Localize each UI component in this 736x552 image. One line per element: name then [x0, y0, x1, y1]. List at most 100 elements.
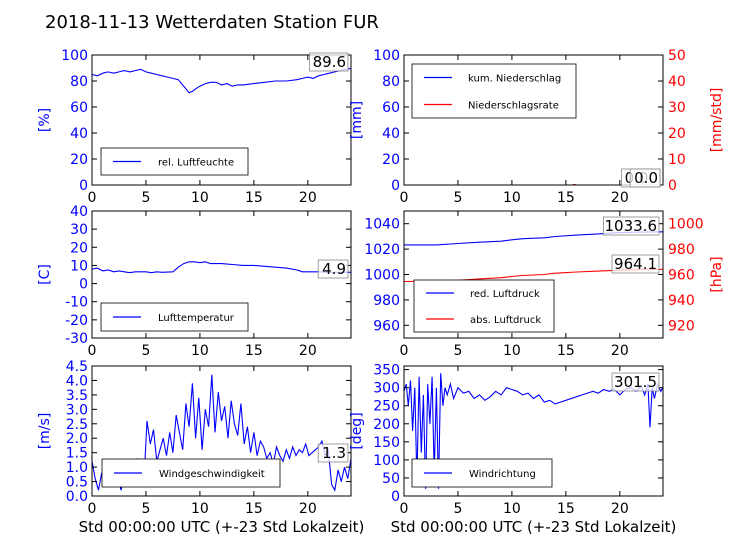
y-tick-label: 100	[373, 453, 400, 469]
y-tick-label: -30	[65, 331, 88, 347]
y-axis-label: [m/s]	[37, 413, 53, 450]
x-tick-label: 20	[611, 190, 629, 206]
y-tick-label: 300	[373, 381, 400, 397]
x-tick-label: 0	[88, 343, 97, 359]
x-tick-label: 0	[400, 501, 409, 517]
x-tick-label: 10	[503, 190, 521, 206]
y-tick-label: 20	[70, 152, 88, 168]
panel-luftdruck: 0 5 10 15 20 960 980 1000 1020 1040 920 940 960 980 10…	[364, 211, 725, 359]
y-tick-label: 100	[373, 48, 400, 64]
y-tick-label: 150	[373, 435, 400, 451]
legend-label: kum. Niederschlag	[468, 74, 561, 85]
y-right-tick-label: 980	[668, 242, 695, 258]
y-tick-label: 960	[373, 318, 400, 334]
y-tick-label: 0	[79, 178, 88, 194]
legend-label: abs. Luftdruck	[470, 315, 541, 326]
value-annotation: 301.5	[614, 373, 657, 391]
y-tick-label: 0	[391, 489, 400, 505]
y-axis-label: [mm]	[349, 101, 365, 139]
legend-label: Windrichtung	[469, 469, 536, 480]
x-tick-label: 0	[88, 501, 97, 517]
y-axis-label: [C]	[37, 264, 53, 285]
value-annotation: 1.3	[322, 444, 346, 462]
x-tick-label: 10	[191, 501, 209, 517]
y-tick-label: 4.0	[66, 373, 88, 389]
x-tick-label: 20	[299, 190, 317, 206]
value-annotation: 964.1	[614, 255, 657, 273]
x-tick-label: 15	[245, 190, 263, 206]
y-tick-label: 60	[70, 100, 88, 116]
y-right-tick-label: 40	[668, 74, 686, 90]
y-tick-label: 60	[382, 100, 400, 116]
y-tick-label: 1000	[364, 268, 400, 284]
x-axis-label: Std 00:00:00 UTC (+-23 Std Lokalzeit)	[391, 518, 677, 536]
y-tick-label: 1020	[364, 242, 400, 258]
x-tick-label: 10	[503, 343, 521, 359]
x-tick-label: 5	[141, 190, 150, 206]
y-right-tick-label: 1000	[668, 217, 704, 233]
x-axis-label: Std 00:00:00 UTC (+-23 Std Lokalzeit)	[79, 518, 365, 536]
x-tick-label: 5	[141, 343, 150, 359]
y-right-tick-label: 960	[668, 268, 695, 284]
x-tick-label: 5	[453, 190, 462, 206]
y-tick-label: 50	[382, 471, 400, 487]
x-tick-label: 15	[245, 501, 263, 517]
legend-label: red. Luftdruck	[470, 289, 540, 300]
y-tick-label: -20	[65, 313, 88, 329]
y-tick-label: 20	[382, 152, 400, 168]
y-tick-label: 1.5	[66, 446, 88, 462]
x-tick-label: 10	[503, 501, 521, 517]
figure-title: 2018-11-13 Wetterdaten Station FUR	[45, 12, 379, 33]
series-line-feuchte-0	[92, 69, 351, 93]
y-tick-label: 40	[70, 126, 88, 142]
legend-label: Lufttemperatur	[158, 313, 235, 324]
y-right-tick-label: 20	[668, 126, 686, 142]
x-tick-label: 20	[611, 501, 629, 517]
panel-windrichtung: 0 5 10 15 20050100150200250300350[deg]Std 00…	[349, 363, 676, 536]
y-tick-label: 0	[391, 178, 400, 194]
y-right-tick-label: 50	[668, 48, 686, 64]
x-tick-label: 10	[191, 343, 209, 359]
value-annotation: 4.9	[322, 260, 346, 278]
x-tick-label: 5	[453, 501, 462, 517]
panel-niederschlag: 0 5 10 15 20 0 20 40 60 80 100 0 10 20 30 40 50 [mm] [mm/s…	[349, 48, 725, 206]
y-tick-label: 3.0	[66, 402, 88, 418]
y-right-tick-label: 10	[668, 152, 686, 168]
y-tick-label: 200	[373, 417, 400, 433]
y-tick-label: 20	[70, 240, 88, 256]
y-tick-label: 0.0	[66, 489, 88, 505]
legend-label: rel. Luftfeuchte	[158, 158, 234, 169]
y-tick-label: 100	[61, 48, 88, 64]
y-right-axis-label: [hPa]	[709, 256, 725, 292]
y-tick-label: 4.5	[66, 359, 88, 375]
y-tick-label: 0.5	[66, 475, 88, 491]
panel-wind: 0 5 10 15 20 0.00.51.01.52.02.53.03.54.04.5 [m…	[37, 359, 364, 536]
y-right-axis-label: [mm/std]	[709, 88, 725, 153]
y-tick-label: 2.0	[66, 431, 88, 447]
y-tick-label: 40	[70, 204, 88, 220]
legend-label: Windgeschwindigkeit	[159, 469, 265, 480]
y-tick-label: 1040	[364, 217, 400, 233]
y-tick-label: 1.0	[66, 460, 88, 476]
value-annotation: 89.6	[313, 53, 346, 71]
series-line-temperatur-0	[92, 262, 351, 273]
x-tick-label: 15	[557, 501, 575, 517]
x-tick-label: 10	[191, 190, 209, 206]
y-axis-label: [deg]	[349, 412, 365, 449]
y-axis-label: [%]	[37, 108, 53, 132]
y-tick-label: 80	[382, 74, 400, 90]
x-tick-label: 20	[299, 501, 317, 517]
y-right-tick-label: 30	[668, 100, 686, 116]
y-tick-label: 80	[70, 74, 88, 90]
y-tick-label: 350	[373, 363, 400, 379]
y-right-tick-label: 920	[668, 318, 695, 334]
x-tick-label: 0	[88, 190, 97, 206]
x-tick-label: 0	[400, 190, 409, 206]
y-tick-label: 250	[373, 399, 400, 415]
panel-feuchte: 0 5 10 15 20 0 20 40 60 80 100 [%] 89.6 rel. Luftfeuc…	[37, 48, 351, 206]
value-annotation: 0.0	[634, 169, 658, 187]
y-tick-label: 980	[373, 293, 400, 309]
y-tick-label: 10	[70, 258, 88, 274]
x-tick-label: 5	[453, 343, 462, 359]
